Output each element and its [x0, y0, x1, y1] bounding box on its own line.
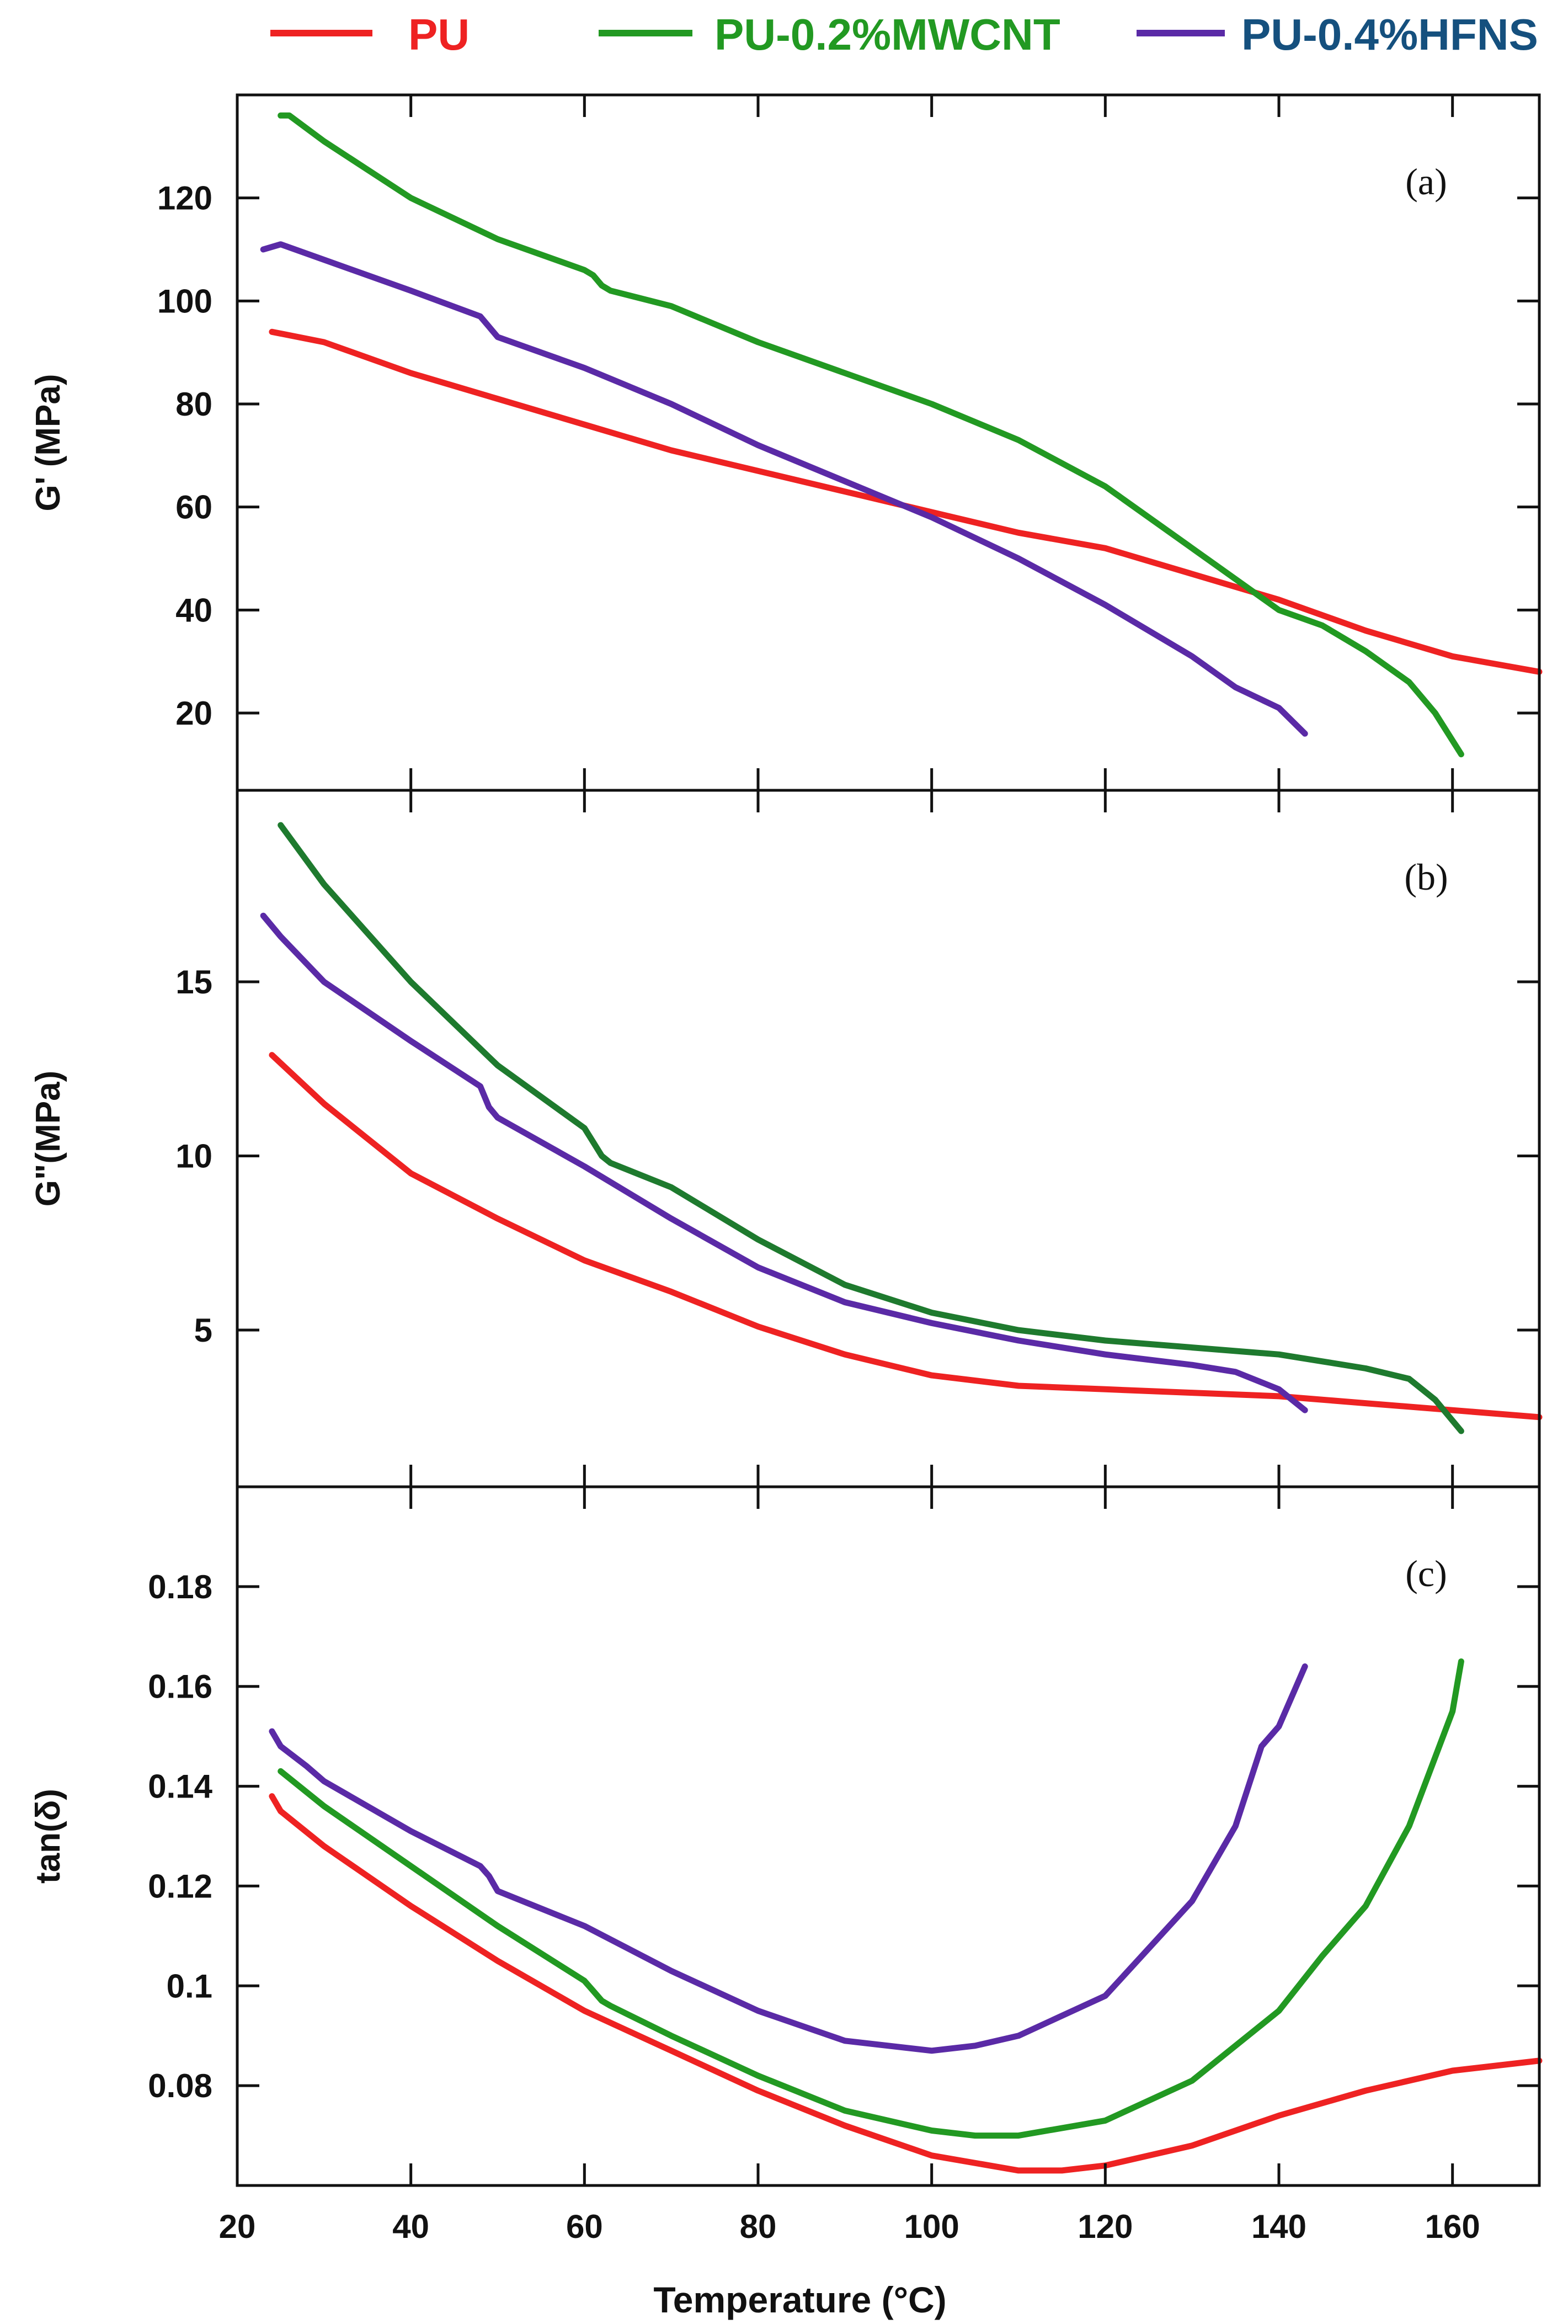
- legend-label-pu-mwcnt: PU-0.2%MWCNT: [714, 10, 1060, 59]
- y-tick-label: 0.14: [148, 1768, 212, 1805]
- panel-1: 20 40 60 80 100 120 (a) G' (MPa): [29, 93, 1543, 792]
- series-line-pu-0-2-mwcnt: [278, 822, 1464, 1434]
- y-tick-label: 80: [175, 386, 212, 423]
- y-axis-title: G"(MPa): [29, 1071, 67, 1206]
- y-tick-label: 20: [175, 695, 212, 732]
- y-tick-label: 0.16: [148, 1668, 212, 1705]
- x-axis-title: Temperature (°C): [653, 2279, 946, 2320]
- panel-2: 5 10 15 (b) G"(MPa): [29, 789, 1543, 1488]
- series-line-pu-0-2-mwcnt: [278, 112, 1464, 758]
- plot-frame: [236, 93, 1541, 792]
- y-tick-label: 15: [175, 964, 212, 1001]
- series-line-pu: [269, 328, 1543, 675]
- series-line-pu-0-2-mwcnt: [278, 1658, 1464, 2139]
- x-tick-label: 140: [1251, 2208, 1306, 2245]
- y-tick-label: 40: [175, 592, 212, 629]
- x-tick-label: 120: [1078, 2208, 1133, 2245]
- plot-frame: [236, 789, 1541, 1488]
- x-tick-label: 100: [904, 2208, 959, 2245]
- panel-label: (c): [1405, 1552, 1447, 1594]
- y-tick-label: 0.08: [148, 2067, 212, 2104]
- series-line-pu-0-4-hfns: [260, 241, 1308, 737]
- x-tick-label: 80: [740, 2208, 777, 2245]
- series-line-pu-0-4-hfns: [260, 912, 1308, 1413]
- legend: PU PU-0.2%MWCNT PU-0.4%HFNS: [270, 10, 1538, 59]
- legend-label-pu: PU: [408, 10, 470, 59]
- panel-label: (a): [1405, 161, 1447, 203]
- y-tick-label: 10: [175, 1138, 212, 1175]
- series-line-pu: [269, 1793, 1543, 2174]
- plot-frame: [236, 1485, 1541, 2187]
- series-line-pu: [269, 1052, 1543, 1421]
- panel-3: 0.08 0.1 0.12 0.14 0.16 0.18 20 40 60 80 100 120 140…: [29, 1485, 1543, 2245]
- x-tick-label: 20: [219, 2208, 256, 2245]
- legend-label-pu-hfns: PU-0.4%HFNS: [1241, 10, 1538, 59]
- y-tick-label: 0.18: [148, 1568, 212, 1605]
- series-line-pu-0-4-hfns: [269, 1663, 1308, 2054]
- panel-label: (b): [1404, 856, 1448, 898]
- y-tick-label: 120: [157, 180, 212, 217]
- x-tick-label: 40: [392, 2208, 429, 2245]
- x-tick-label: 60: [566, 2208, 603, 2245]
- x-tick-label: 160: [1425, 2208, 1480, 2245]
- chart-panels: 20 40 60 80 100 120 (a) G' (MPa) 5 10 15 (b) G"(MPa)…: [29, 93, 1543, 2245]
- y-tick-label: 0.1: [167, 1967, 212, 2004]
- y-tick-label: 60: [175, 489, 212, 526]
- y-tick-label: 5: [194, 1312, 212, 1349]
- y-tick-label: 0.12: [148, 1868, 212, 1905]
- y-tick-label: 100: [157, 283, 212, 320]
- y-axis-title: G' (MPa): [29, 374, 67, 512]
- y-axis-title: tan(δ): [29, 1789, 67, 1884]
